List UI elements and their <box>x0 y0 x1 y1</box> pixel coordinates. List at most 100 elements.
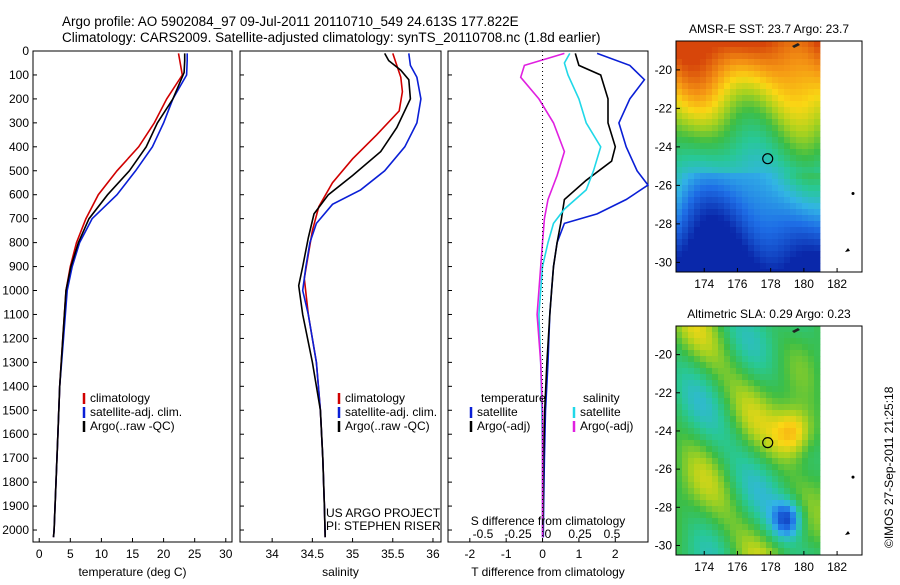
heat-cell <box>688 239 695 246</box>
heat-cell <box>784 227 791 234</box>
heat-cell <box>766 101 773 108</box>
y-tick-label: -28 <box>655 500 673 514</box>
heat-cell <box>676 191 683 198</box>
heat-cell <box>718 404 725 411</box>
heat-cell <box>784 404 791 411</box>
heat-cell <box>736 338 743 345</box>
heat-cell <box>808 374 815 381</box>
heat-cell <box>724 257 731 264</box>
heat-cell <box>724 446 731 453</box>
differences-xlabel-top: S difference from climatology <box>471 514 626 528</box>
heat-cell <box>766 125 773 132</box>
heat-cell <box>760 167 767 174</box>
heat-cell <box>772 386 779 393</box>
heat-cell <box>754 245 761 252</box>
heat-cell <box>694 209 701 216</box>
heat-cell <box>700 518 707 525</box>
heat-cell <box>778 173 785 180</box>
heat-cell <box>754 518 761 525</box>
heat-cell <box>814 416 821 423</box>
heat-cell <box>700 269 707 273</box>
heat-cell <box>682 113 689 120</box>
y-tick-label: -26 <box>655 462 673 476</box>
heat-cell <box>790 332 797 339</box>
heat-cell <box>778 464 785 471</box>
heat-cell <box>796 500 803 507</box>
heat-cell <box>694 446 701 453</box>
heat-cell <box>784 65 791 72</box>
heat-cell <box>778 410 785 417</box>
heat-cell <box>706 209 713 216</box>
heat-cell <box>784 452 791 459</box>
heat-cell <box>802 548 809 555</box>
heat-cell <box>730 203 737 210</box>
heat-cell <box>802 464 809 471</box>
heat-cell <box>694 422 701 429</box>
heat-cell <box>796 512 803 519</box>
heat-cell <box>784 233 791 240</box>
heat-cell <box>766 161 773 168</box>
heat-cell <box>814 245 821 252</box>
heat-cell <box>754 404 761 411</box>
heat-cell <box>742 167 749 174</box>
heat-cell <box>814 344 821 351</box>
heat-cell <box>760 386 767 393</box>
heat-cell <box>700 512 707 519</box>
heat-cell <box>772 380 779 387</box>
island <box>845 248 850 252</box>
heat-cell <box>802 113 809 120</box>
y-tick-label: 1600 <box>2 427 29 441</box>
heat-cell <box>676 476 683 483</box>
heat-cell <box>760 404 767 411</box>
heat-cell <box>802 356 809 363</box>
heat-cell <box>730 524 737 531</box>
heat-cell <box>736 548 743 555</box>
heat-cell <box>742 59 749 66</box>
heat-cell <box>712 233 719 240</box>
heat-cell <box>694 458 701 465</box>
heat-cell <box>814 167 821 174</box>
heat-cell <box>808 524 815 531</box>
heat-cell <box>814 113 821 120</box>
heat-cell <box>796 440 803 447</box>
heat-cell <box>766 215 773 222</box>
heat-cell <box>712 422 719 429</box>
heat-cell <box>736 89 743 96</box>
heat-cell <box>688 125 695 132</box>
heat-cell <box>790 65 797 72</box>
heat-cell <box>718 332 725 339</box>
heat-cell <box>676 392 683 399</box>
heat-cell <box>772 326 779 333</box>
heat-cell <box>808 197 815 204</box>
legend-entry: Argo(-adj) <box>580 419 633 433</box>
heat-cell <box>736 167 743 174</box>
heat-cell <box>814 65 821 72</box>
heat-cell <box>688 143 695 150</box>
heat-cell <box>778 59 785 66</box>
heat-cell <box>808 332 815 339</box>
heat-cell <box>814 203 821 210</box>
heat-cell <box>700 191 707 198</box>
heat-cell <box>778 107 785 114</box>
heat-cell <box>688 257 695 264</box>
heat-cell <box>712 350 719 357</box>
heat-cell <box>766 173 773 180</box>
heat-cell <box>760 350 767 357</box>
x-tick-label: 35 <box>346 547 360 561</box>
heat-cell <box>772 506 779 513</box>
heat-cell <box>796 476 803 483</box>
heat-cell <box>760 173 767 180</box>
heat-cell <box>748 356 755 363</box>
heat-cell <box>700 263 707 270</box>
heat-cell <box>754 185 761 192</box>
heat-cell <box>730 458 737 465</box>
heat-cell <box>730 53 737 60</box>
heat-cell <box>718 143 725 150</box>
heat-cell <box>676 386 683 393</box>
heat-cell <box>790 257 797 264</box>
heat-cell <box>784 269 791 273</box>
heat-cell <box>754 83 761 90</box>
heat-cell <box>736 452 743 459</box>
heat-cell <box>754 221 761 228</box>
heat-cell <box>790 83 797 90</box>
